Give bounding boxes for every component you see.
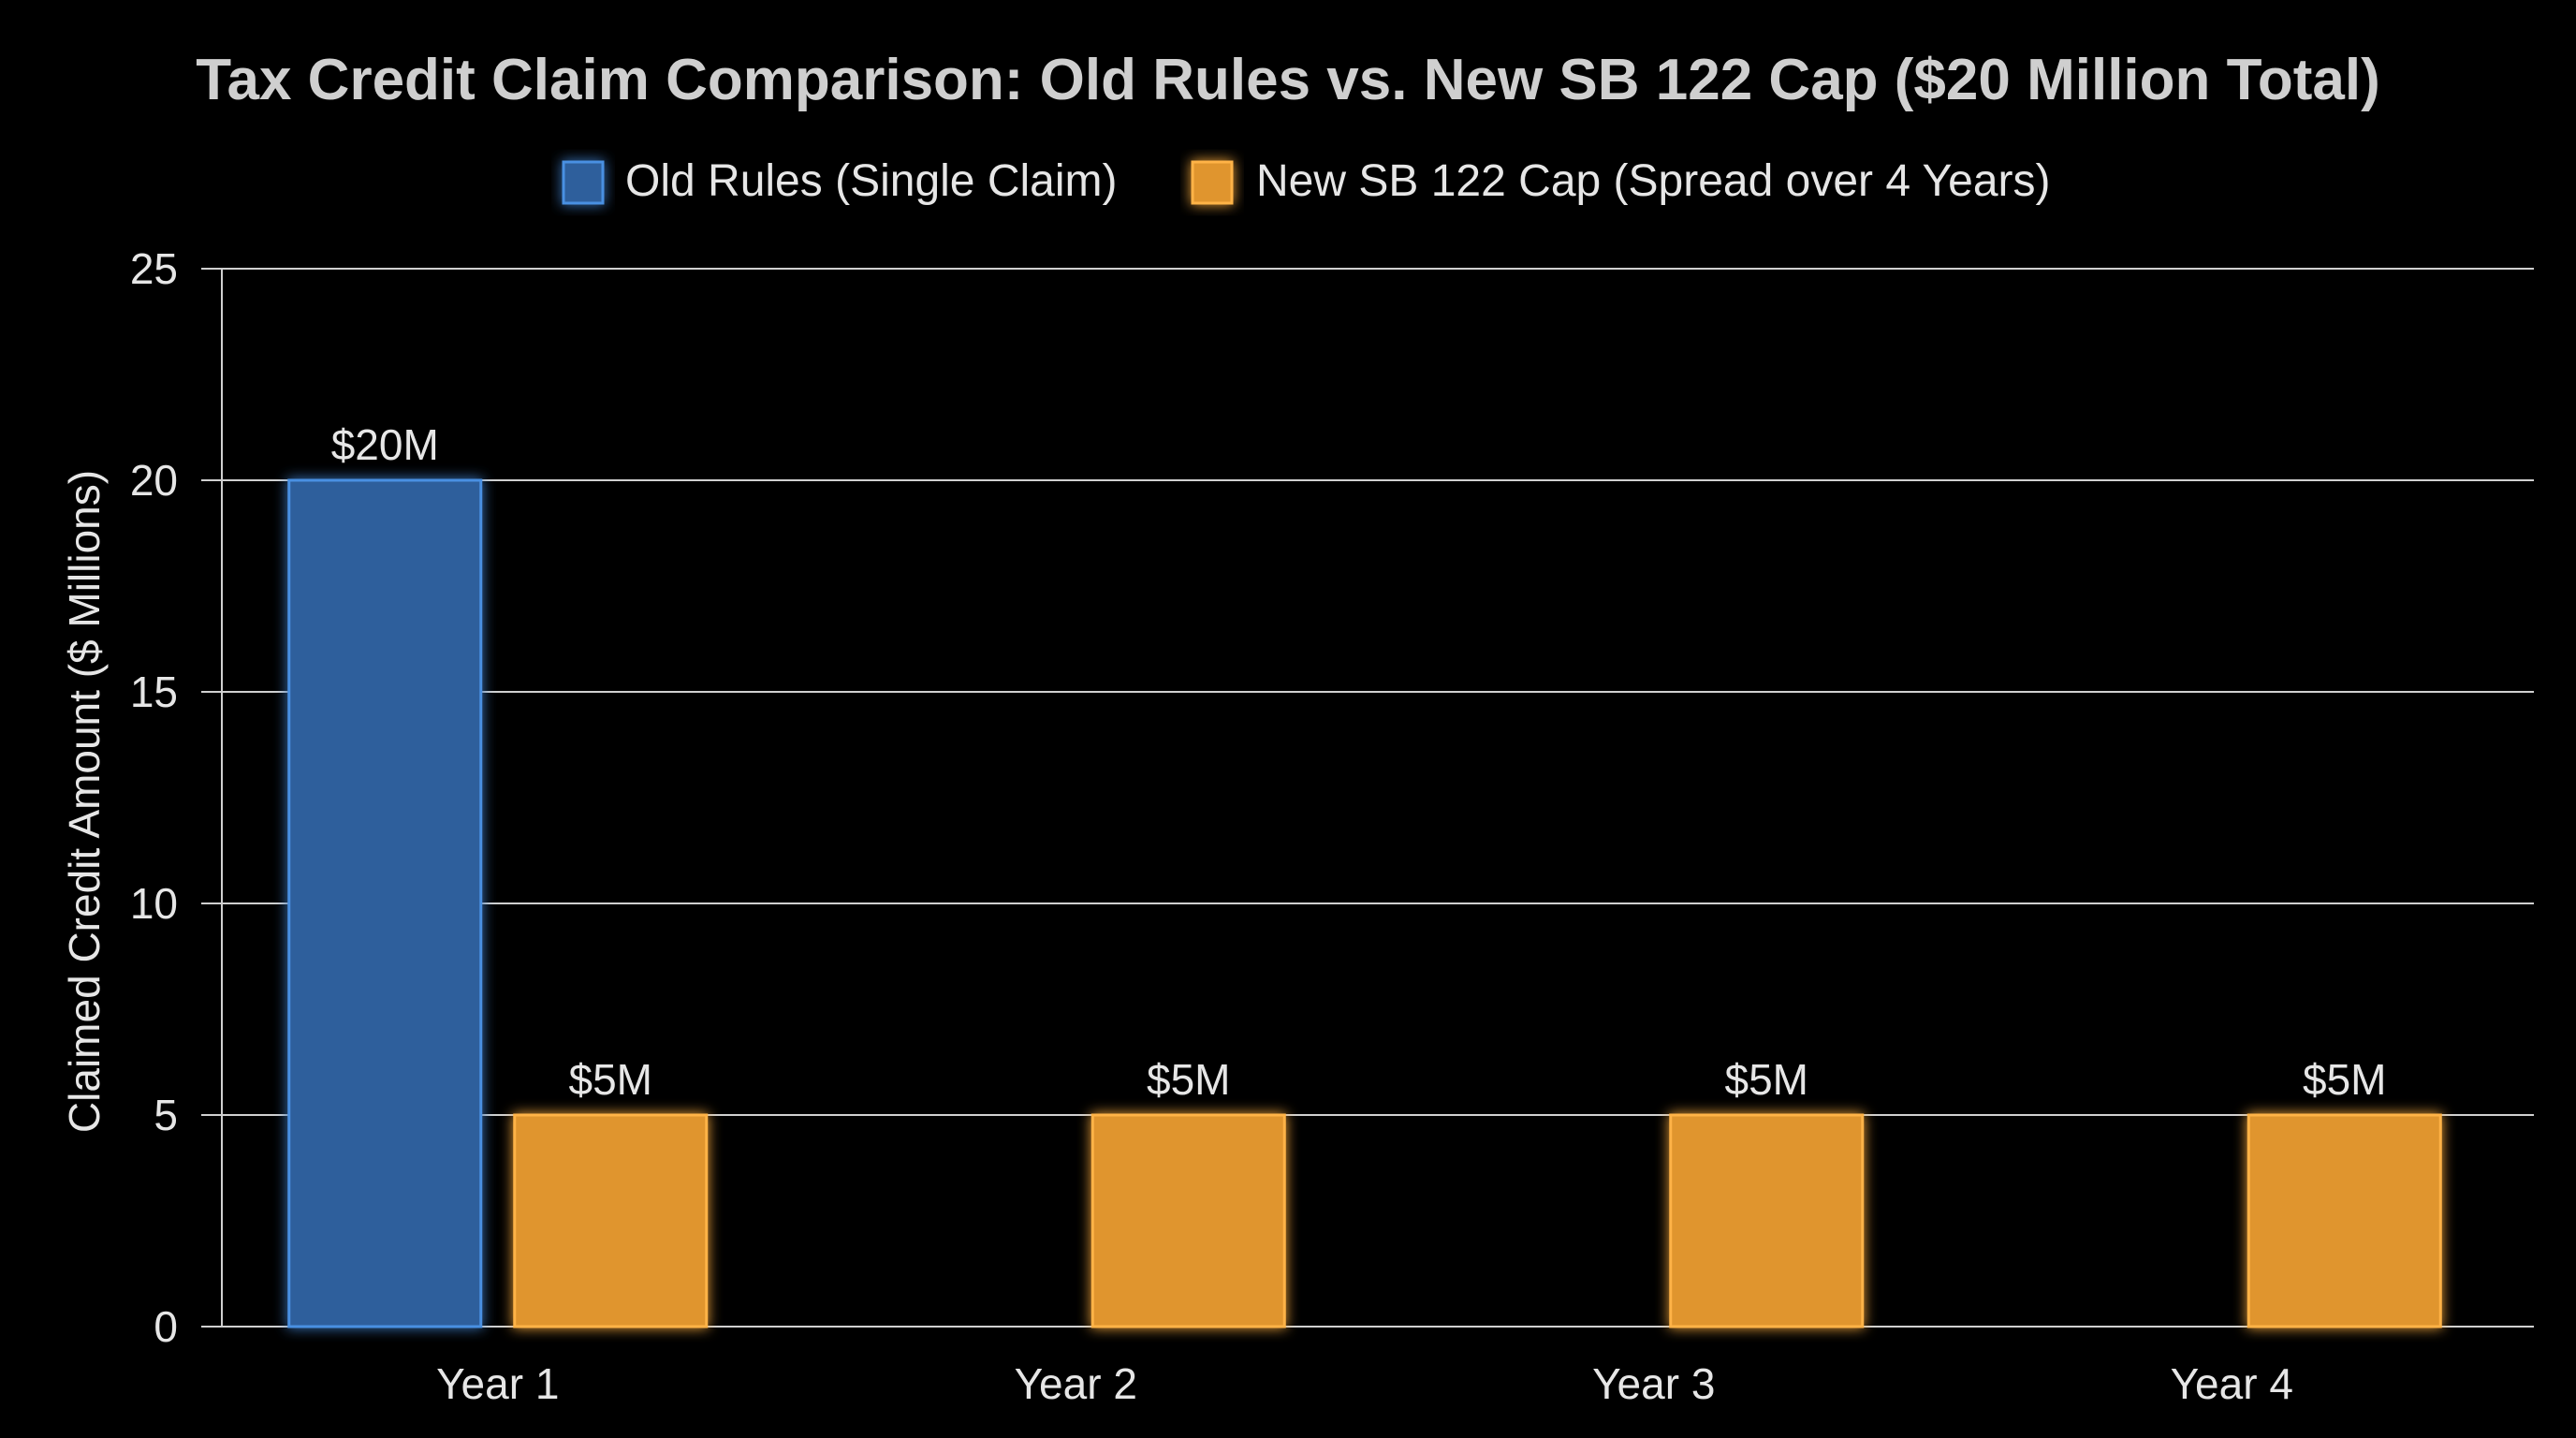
y-tick-label-25: 25 [130,244,178,293]
legend-item-old-rules: Old Rules (Single Claim) [562,156,1118,206]
data-labels: $20M $5M $5M $5M $5M [331,420,2387,1104]
data-label-series-2-year-1: $5M [569,1055,652,1104]
legend-swatch-new-cap [1191,160,1234,205]
legend-label-old-rules: Old Rules (Single Claim) [625,156,1118,206]
legend: Old Rules (Single Claim) New SB 122 Cap … [562,156,2050,206]
bar-series-2-year-1 [513,1113,709,1328]
data-label-series-2-year-3: $5M [1725,1055,1808,1104]
x-tick-label-2: Year 2 [1015,1359,1137,1408]
legend-swatch-old-rules [562,160,605,205]
y-tick-label-10: 10 [130,879,178,928]
chart-title: Tax Credit Claim Comparison: Old Rules v… [196,48,2380,112]
data-label-series-2-year-4: $5M [2303,1055,2386,1104]
legend-item-new-cap: New SB 122 Cap (Spread over 4 Years) [1191,156,2050,206]
y-tick-label-15: 15 [130,668,178,716]
bar-series-1-year-1 [287,478,483,1328]
bar-series-2-year-3 [1669,1113,1865,1328]
y-axis-label: Claimed Credit Amount ($ Millions) [60,470,109,1133]
bars [287,478,2442,1328]
y-tick-label-5: 5 [154,1091,178,1139]
y-tick-label-20: 20 [130,456,178,505]
x-tick-labels: Year 1 Year 2 Year 3 Year 4 [436,1359,2293,1408]
data-label-series-2-year-2: $5M [1147,1055,1230,1104]
x-tick-label-1: Year 1 [436,1359,559,1408]
legend-label-new-cap: New SB 122 Cap (Spread over 4 Years) [1256,156,2050,206]
bar-series-2-year-4 [2247,1113,2442,1328]
y-tick-label-0: 0 [154,1302,178,1351]
data-label-series-1-year-1: $20M [331,420,439,469]
y-tick-labels: 0 5 10 15 20 25 [130,244,178,1351]
bar-series-2-year-2 [1090,1113,1286,1328]
x-tick-label-3: Year 3 [1592,1359,1715,1408]
x-tick-label-4: Year 4 [2171,1359,2293,1408]
